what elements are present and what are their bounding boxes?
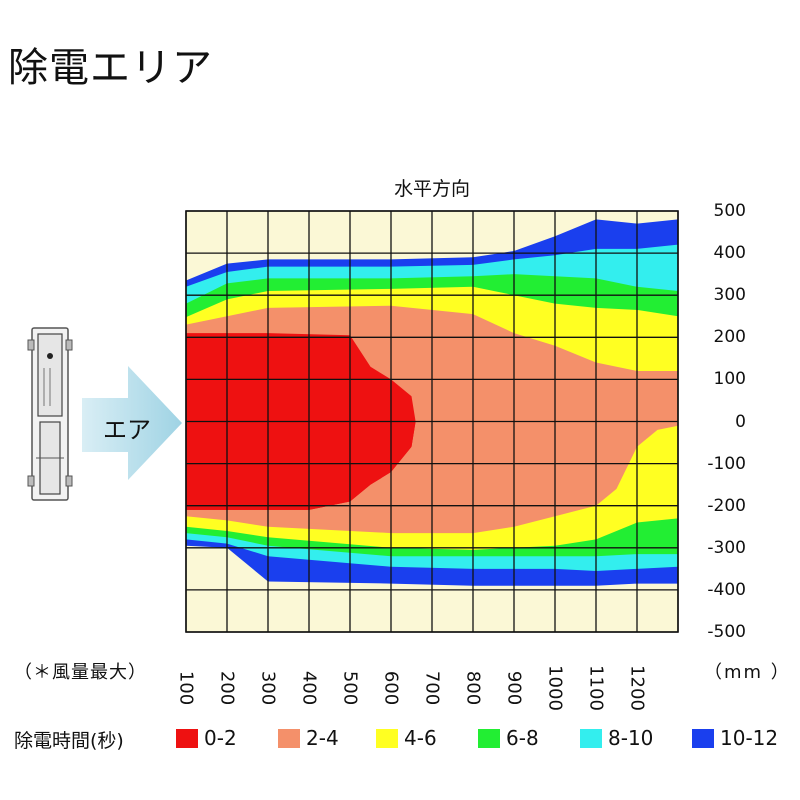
legend-swatch (580, 728, 602, 748)
x-axis-note: （＊風量最大） (14, 662, 147, 683)
x-tick-label: 200 (216, 670, 238, 706)
y-tick-label: 200 (713, 327, 746, 348)
legend-swatch (692, 728, 714, 748)
x-tick-label: 900 (503, 670, 525, 706)
x-tick-label: 1000 (544, 665, 566, 711)
zone-upper-0-2 (186, 333, 416, 422)
x-tick-label: 100 (175, 670, 197, 706)
ionizer-device-icon (27, 327, 73, 501)
y-tick-label: 300 (713, 285, 746, 306)
x-tick-label: 400 (298, 670, 320, 706)
legend-item: 10-12 (692, 726, 778, 750)
legend-label: 0-2 (204, 726, 237, 750)
legend-label: 6-8 (506, 726, 539, 750)
chart-title: 水平方向 (393, 178, 470, 200)
legend-label: 4-6 (404, 726, 437, 750)
legend-swatch (478, 728, 500, 748)
x-tick-label: 600 (380, 670, 402, 706)
zone-lower-core (186, 421, 416, 510)
legend-swatch (278, 728, 300, 748)
legend-label: 10-12 (720, 726, 779, 750)
airflow-label: エア (103, 416, 151, 444)
legend-title: 除電時間(秒) (14, 730, 124, 752)
x-tick-label: 700 (421, 670, 443, 706)
y-tick-label: 500 (713, 201, 746, 221)
page-title: 除電エリア (8, 45, 213, 91)
y-tick-label: -100 (707, 453, 746, 474)
x-tick-label: 1100 (585, 665, 607, 711)
plot-frame (185, 210, 679, 633)
legend-swatch (176, 728, 198, 748)
y-tick-label: -200 (707, 495, 746, 516)
x-tick-label: 800 (462, 670, 484, 706)
legend-swatch (376, 728, 398, 748)
legend-label: 8-10 (608, 726, 654, 750)
y-tick-label: 100 (713, 369, 746, 390)
y-tick-label: -300 (707, 537, 746, 558)
x-axis-unit: （mm ） (704, 662, 791, 683)
legend-item: 6-8 (478, 726, 539, 750)
y-tick-label: -400 (707, 579, 746, 600)
legend-label: 2-4 (306, 726, 339, 750)
legend-item: 0-2 (176, 726, 237, 750)
x-tick-label: 300 (257, 670, 279, 706)
legend-item: 2-4 (278, 726, 339, 750)
x-tick-label: 500 (339, 670, 361, 706)
y-tick-label: 0 (735, 411, 746, 432)
legend-item: 8-10 (580, 726, 653, 750)
x-tick-label: 1200 (626, 665, 648, 711)
legend-item: 4-6 (376, 726, 437, 750)
y-tick-label: 400 (713, 243, 746, 264)
y-tick-label: -500 (707, 622, 746, 642)
